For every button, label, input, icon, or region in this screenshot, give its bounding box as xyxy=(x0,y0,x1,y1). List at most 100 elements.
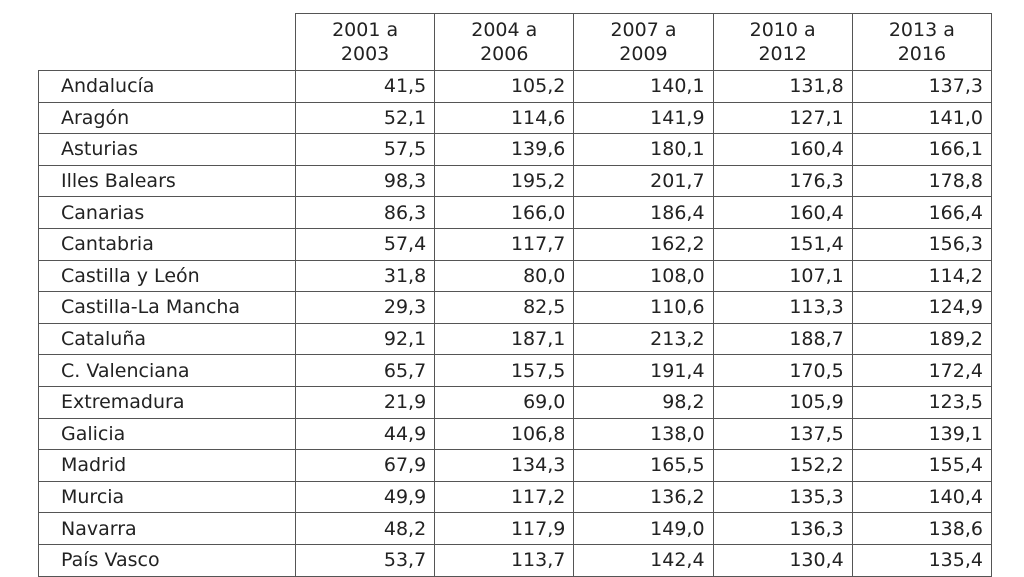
value-cell: 188,7 xyxy=(712,322,853,356)
value-cell: 140,4 xyxy=(851,480,993,514)
value-cell: 44,9 xyxy=(294,417,436,451)
table-row: C. Valenciana 65,7 157,5 191,4 170,5 172,4 xyxy=(38,354,993,387)
value-cell: 138,6 xyxy=(851,512,993,545)
value-cell: 98,3 xyxy=(294,164,436,198)
value-cell: 117,7 xyxy=(434,227,575,261)
value-cell: 80,0 xyxy=(434,259,575,293)
value-cell: 114,2 xyxy=(851,259,993,293)
header-row: 2001 a 2003 2004 a 2006 2007 a 2009 2010 a … xyxy=(38,13,993,71)
region-name: Navarra xyxy=(38,512,296,545)
value-cell: 127,1 xyxy=(712,101,853,135)
value-cell: 82,5 xyxy=(434,291,575,324)
value-cell: 136,3 xyxy=(712,512,853,545)
region-name: Madrid xyxy=(38,449,296,482)
value-cell: 201,7 xyxy=(573,164,714,198)
value-cell: 195,2 xyxy=(434,164,575,198)
table-row: Madrid 67,9 134,3 165,5 152,2 155,4 xyxy=(38,449,993,482)
value-cell: 170,5 xyxy=(712,354,853,387)
value-cell: 113,3 xyxy=(712,291,853,324)
value-cell: 49,9 xyxy=(294,480,436,514)
value-cell: 172,4 xyxy=(851,354,993,387)
table-row: Castilla y León 31,8 80,0 108,0 107,1 114,2 xyxy=(38,259,993,293)
value-cell: 113,7 xyxy=(434,543,575,577)
value-cell: 114,6 xyxy=(434,101,575,135)
table-row: Aragón 52,1 114,6 141,9 127,1 141,0 xyxy=(38,101,993,135)
value-cell: 65,7 xyxy=(294,354,436,387)
value-cell: 41,5 xyxy=(294,70,436,103)
value-cell: 138,0 xyxy=(573,417,714,451)
value-cell: 160,4 xyxy=(712,133,853,166)
value-cell: 191,4 xyxy=(573,354,714,387)
value-cell: 21,9 xyxy=(294,385,436,419)
value-cell: 69,0 xyxy=(434,385,575,419)
value-cell: 152,2 xyxy=(712,449,853,482)
value-cell: 134,3 xyxy=(434,449,575,482)
value-cell: 123,5 xyxy=(851,385,993,419)
region-name: Andalucía xyxy=(38,70,296,103)
value-cell: 98,2 xyxy=(573,385,714,419)
region-name: Castilla-La Mancha xyxy=(38,291,296,324)
table-row: Illes Balears 98,3 195,2 201,7 176,3 178,8 xyxy=(38,164,993,198)
value-cell: 213,2 xyxy=(573,322,714,356)
region-name: Aragón xyxy=(38,101,296,135)
region-name: Cantabria xyxy=(38,227,296,261)
region-name: Castilla y León xyxy=(38,259,296,293)
table-row: Cataluña 92,1 187,1 213,2 188,7 189,2 xyxy=(38,322,993,356)
table-row: Galicia 44,9 106,8 138,0 137,5 139,1 xyxy=(38,417,993,451)
value-cell: 130,4 xyxy=(712,543,853,577)
value-cell: 106,8 xyxy=(434,417,575,451)
value-cell: 155,4 xyxy=(851,449,993,482)
value-cell: 135,4 xyxy=(851,543,993,577)
column-header: 2010 a 2012 xyxy=(712,13,853,71)
region-name: País Vasco xyxy=(38,543,296,577)
value-cell: 178,8 xyxy=(851,164,993,198)
table-row: País Vasco 53,7 113,7 142,4 130,4 135,4 xyxy=(38,543,993,577)
value-cell: 48,2 xyxy=(294,512,436,545)
value-cell: 107,1 xyxy=(712,259,853,293)
value-cell: 186,4 xyxy=(573,196,714,229)
table-row: Asturias 57,5 139,6 180,1 160,4 166,1 xyxy=(38,133,993,166)
value-cell: 176,3 xyxy=(712,164,853,198)
region-name: Galicia xyxy=(38,417,296,451)
column-header: 2013 a 2016 xyxy=(851,13,993,71)
value-cell: 57,5 xyxy=(294,133,436,166)
table-row: Extremadura 21,9 69,0 98,2 105,9 123,5 xyxy=(38,385,993,419)
value-cell: 180,1 xyxy=(573,133,714,166)
value-cell: 189,2 xyxy=(851,322,993,356)
value-cell: 131,8 xyxy=(712,70,853,103)
value-cell: 141,9 xyxy=(573,101,714,135)
value-cell: 110,6 xyxy=(573,291,714,324)
column-header: 2001 a 2003 xyxy=(294,13,436,71)
value-cell: 156,3 xyxy=(851,227,993,261)
value-cell: 141,0 xyxy=(851,101,993,135)
value-cell: 137,5 xyxy=(712,417,853,451)
value-cell: 157,5 xyxy=(434,354,575,387)
value-cell: 52,1 xyxy=(294,101,436,135)
value-cell: 166,1 xyxy=(851,133,993,166)
table-row: Canarias 86,3 166,0 186,4 160,4 166,4 xyxy=(38,196,993,229)
value-cell: 31,8 xyxy=(294,259,436,293)
value-cell: 86,3 xyxy=(294,196,436,229)
value-cell: 108,0 xyxy=(573,259,714,293)
value-cell: 124,9 xyxy=(851,291,993,324)
column-header: 2007 a 2009 xyxy=(573,13,714,71)
column-header: 2004 a 2006 xyxy=(434,13,575,71)
region-name: Illes Balears xyxy=(38,164,296,198)
table-row: Navarra 48,2 117,9 149,0 136,3 138,6 xyxy=(38,512,993,545)
region-name: Asturias xyxy=(38,133,296,166)
value-cell: 117,9 xyxy=(434,512,575,545)
value-cell: 53,7 xyxy=(294,543,436,577)
value-cell: 139,6 xyxy=(434,133,575,166)
region-name: Cataluña xyxy=(38,322,296,356)
value-cell: 136,2 xyxy=(573,480,714,514)
value-cell: 142,4 xyxy=(573,543,714,577)
value-cell: 29,3 xyxy=(294,291,436,324)
value-cell: 160,4 xyxy=(712,196,853,229)
data-table: 2001 a 2003 2004 a 2006 2007 a 2009 2010 a … xyxy=(38,13,993,577)
value-cell: 162,2 xyxy=(573,227,714,261)
value-cell: 139,1 xyxy=(851,417,993,451)
value-cell: 149,0 xyxy=(573,512,714,545)
value-cell: 105,2 xyxy=(434,70,575,103)
value-cell: 166,0 xyxy=(434,196,575,229)
region-name: C. Valenciana xyxy=(38,354,296,387)
